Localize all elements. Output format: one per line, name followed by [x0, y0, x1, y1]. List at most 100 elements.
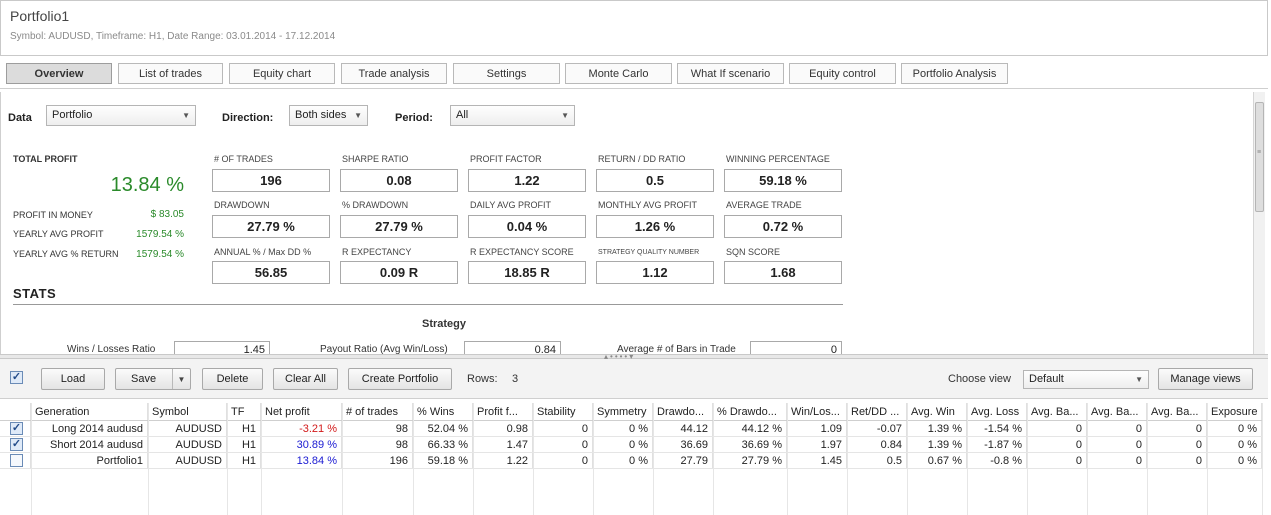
save-button[interactable]: Save ▼	[115, 368, 191, 390]
table-row[interactable]: Portfolio1 AUDUSD H1 13.84 % 196 59.18 %…	[0, 453, 1262, 469]
column-header[interactable]: TF	[227, 403, 261, 420]
report-header: Portfolio1 Symbol: AUDUSD, Timeframe: H1…	[0, 0, 1268, 56]
table-cell: 0	[533, 421, 593, 436]
column-header[interactable]: Avg. Ba...	[1087, 403, 1147, 420]
column-header[interactable]: Win/Los...	[787, 403, 847, 420]
metric-value: 0.09 R	[340, 261, 458, 284]
choose-view-label: Choose view	[948, 373, 1011, 385]
metric-label: % DRAWDOWN	[342, 200, 409, 210]
column-header[interactable]: Net profit	[261, 403, 342, 420]
column-header[interactable]: Generation	[31, 403, 148, 420]
grid-line	[1087, 403, 1088, 515]
table-cell: 66.33 %	[413, 437, 473, 452]
table-cell: 0.5	[847, 453, 907, 468]
table-row[interactable]: ✓ Long 2014 audusd AUDUSD H1 -3.21 % 98 …	[0, 421, 1262, 437]
period-filter-label: Period:	[395, 112, 433, 124]
select-all-checkbox[interactable]: ✓	[10, 371, 23, 384]
column-header[interactable]: Avg. Win	[907, 403, 967, 420]
column-header[interactable]: Symmetry	[593, 403, 653, 420]
period-select[interactable]: All ▼	[450, 105, 575, 126]
data-select[interactable]: Portfolio ▼	[46, 105, 196, 126]
table-cell: 0	[1027, 437, 1087, 452]
table-cell: 1.45	[787, 453, 847, 468]
table-cell: 0	[1027, 421, 1087, 436]
metric-label: R EXPECTANCY	[342, 247, 412, 257]
column-header[interactable]: Avg. Loss	[967, 403, 1027, 420]
tab-settings[interactable]: Settings	[453, 63, 560, 84]
metric-label: # OF TRADES	[214, 154, 273, 164]
payout-ratio-label: Payout Ratio (Avg Win/Loss)	[320, 344, 448, 354]
yearly-avg-profit-value: 1579.54 %	[136, 229, 184, 240]
tab-trade-analysis[interactable]: Trade analysis	[341, 63, 447, 84]
table-cell: 36.69	[653, 437, 713, 452]
metric-value: 0.08	[340, 169, 458, 192]
strategy-title: Strategy	[422, 318, 467, 330]
metric-label: SQN SCORE	[726, 247, 781, 257]
row-checkbox[interactable]: ✓	[10, 422, 23, 435]
scrollbar-thumb[interactable]: ≡	[1255, 102, 1264, 212]
table-row[interactable]: ✓ Short 2014 audusd AUDUSD H1 30.89 % 98…	[0, 437, 1262, 453]
save-dropdown-icon[interactable]: ▼	[172, 369, 190, 389]
symbol-cell: AUDUSD	[148, 453, 227, 468]
view-select[interactable]: Default ▼	[1023, 370, 1149, 389]
stats-divider	[13, 304, 843, 305]
column-header[interactable]: Avg. Ba...	[1147, 403, 1207, 420]
panel-splitter[interactable]: ▴••••▾	[0, 352, 1268, 361]
table-cell: -1.54 %	[967, 421, 1027, 436]
column-header[interactable]: # of trades	[342, 403, 413, 420]
timeframe-cell: H1	[227, 421, 261, 436]
period-select-value: All	[456, 109, 469, 121]
table-cell: 0 %	[593, 453, 653, 468]
profit-in-money-label: PROFIT IN MONEY	[13, 210, 93, 220]
table-cell: -0.07	[847, 421, 907, 436]
tab-equity-chart[interactable]: Equity chart	[229, 63, 335, 84]
total-profit-value: 13.84 %	[110, 174, 184, 196]
overview-panel: Data Portfolio ▼ Direction: Both sides ▼…	[0, 92, 1253, 354]
vertical-scrollbar[interactable]: ≡	[1253, 92, 1265, 354]
tab-overview[interactable]: Overview	[6, 63, 112, 84]
metric-label: STRATEGY QUALITY NUMBER	[598, 249, 700, 256]
tab-what-if-scenario[interactable]: What If scenario	[677, 63, 784, 84]
grid-line	[31, 403, 32, 515]
table-cell: 0.67 %	[907, 453, 967, 468]
column-header[interactable]: Profit f...	[473, 403, 533, 420]
column-header[interactable]: % Drawdo...	[713, 403, 787, 420]
column-header[interactable]: Stability	[533, 403, 593, 420]
column-header[interactable]: Ret/DD ...	[847, 403, 907, 420]
table-cell: 0 %	[593, 437, 653, 452]
clear-all-button[interactable]: Clear All	[273, 368, 338, 390]
manage-views-button[interactable]: Manage views	[1158, 368, 1253, 390]
tab-portfolio-analysis[interactable]: Portfolio Analysis	[901, 63, 1008, 84]
column-header[interactable]: Exposure	[1207, 403, 1262, 420]
row-checkbox[interactable]	[10, 454, 23, 467]
profit-in-money-value: $ 83.05	[150, 209, 184, 220]
net-profit-cell: -3.21 %	[261, 421, 342, 436]
tab-monte-carlo[interactable]: Monte Carlo	[565, 63, 672, 84]
timeframe-cell: H1	[227, 437, 261, 452]
column-header[interactable]: Avg. Ba...	[1027, 403, 1087, 420]
table-cell: 0 %	[1207, 437, 1262, 452]
yearly-avg-return-value: 1579.54 %	[136, 249, 184, 260]
report-title: Portfolio1	[10, 8, 70, 24]
column-header[interactable]: Symbol	[148, 403, 227, 420]
table-cell: 0	[1147, 437, 1207, 452]
tab-divider	[0, 88, 1268, 89]
delete-button[interactable]: Delete	[202, 368, 263, 390]
table-cell: 0 %	[1207, 453, 1262, 468]
table-cell: 0	[1087, 453, 1147, 468]
metric-value: 1.68	[724, 261, 842, 284]
create-portfolio-button[interactable]: Create Portfolio	[348, 368, 452, 390]
load-button[interactable]: Load	[41, 368, 105, 390]
column-header[interactable]: % Wins	[413, 403, 473, 420]
metric-label: WINNING PERCENTAGE	[726, 154, 830, 164]
chevron-down-icon: ▼	[182, 111, 190, 120]
row-checkbox[interactable]: ✓	[10, 438, 23, 451]
tab-list-of-trades[interactable]: List of trades	[118, 63, 223, 84]
metric-value: 18.85 R	[468, 261, 586, 284]
tab-equity-control[interactable]: Equity control	[789, 63, 896, 84]
net-profit-cell: 30.89 %	[261, 437, 342, 452]
metric-label: RETURN / DD RATIO	[598, 154, 686, 164]
column-header[interactable]: Drawdo...	[653, 403, 713, 420]
direction-select[interactable]: Both sides ▼	[289, 105, 368, 126]
table-cell: 44.12 %	[713, 421, 787, 436]
